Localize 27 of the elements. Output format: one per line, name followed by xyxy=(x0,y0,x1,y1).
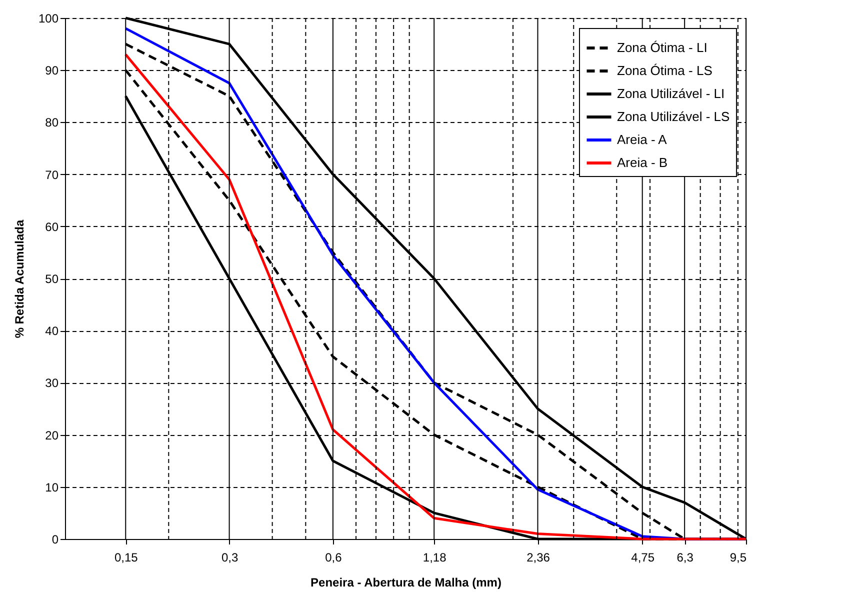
legend-label: Zona Utilizável - LS xyxy=(617,109,730,124)
y-tick-label: 30 xyxy=(45,376,59,390)
y-tick-label: 50 xyxy=(45,272,59,286)
y-tick-label: 40 xyxy=(45,324,59,338)
x-tick-label: 2,36 xyxy=(526,550,550,564)
x-tick-label: 0,6 xyxy=(325,550,342,564)
x-tick-label: 4,75 xyxy=(631,550,655,564)
legend-label: Zona Ótima - LS xyxy=(617,63,713,78)
y-tick-label: 20 xyxy=(45,428,59,442)
x-tick-label: 0,3 xyxy=(221,550,238,564)
y-axis-title: % Retida Acumulada xyxy=(12,220,26,338)
x-tick-label: 9,5 xyxy=(730,550,747,564)
x-axis-title: Peneira - Abertura de Malha (mm) xyxy=(310,576,502,590)
y-tick-label: 90 xyxy=(45,64,59,78)
y-tick-label: 0 xyxy=(52,532,59,546)
legend-label: Areia - A xyxy=(617,132,668,147)
y-tick-label: 80 xyxy=(45,116,59,130)
y-tick-label: 70 xyxy=(45,168,59,182)
x-tick-label: 6,3 xyxy=(676,550,694,564)
y-tick-label: 60 xyxy=(45,220,59,234)
legend-label: Areia - B xyxy=(617,155,668,170)
y-tick-label: 100 xyxy=(38,12,59,26)
x-tick-label: 0,15 xyxy=(114,550,138,564)
y-tick-label: 10 xyxy=(45,480,59,494)
x-tick-label: 1,18 xyxy=(422,550,447,564)
legend-label: Zona Utilizável - LI xyxy=(617,86,725,101)
legend-label: Zona Ótima - LI xyxy=(617,40,708,55)
